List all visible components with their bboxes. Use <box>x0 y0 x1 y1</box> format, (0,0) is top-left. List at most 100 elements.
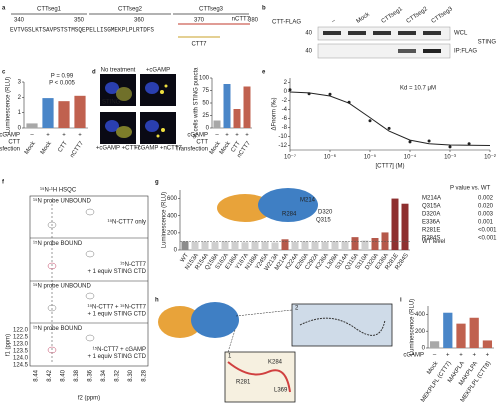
spectrum-state: ¹⁵N probe UNBOUND <box>33 198 91 205</box>
y-tick-label: 200 <box>415 329 426 335</box>
f1-tick: 123.0 <box>13 342 29 348</box>
f2-tick: 8.38 <box>74 369 80 381</box>
condition-sign: + <box>46 133 50 139</box>
x-axis-label: [CTT7] (M) <box>376 164 405 170</box>
annotation: Kd = 10.7 μM <box>400 86 436 92</box>
blot-header: CTT-FLAG <box>272 20 301 26</box>
panel-letter: i <box>400 298 402 304</box>
bar <box>261 241 269 250</box>
f2-tick: 8.30 <box>128 369 134 381</box>
f2-tick: 8.32 <box>115 369 121 381</box>
bar <box>74 95 86 128</box>
structure-h <box>158 302 393 403</box>
panel-letter: d <box>92 70 96 76</box>
condition-sign: + <box>245 133 249 139</box>
bar <box>443 312 453 348</box>
panel-letter: c <box>2 70 6 76</box>
y-tick-label: 600 <box>167 196 178 202</box>
f2-tick: 8.34 <box>101 369 107 381</box>
y-tick-label: 0 <box>206 126 210 132</box>
condition-sign: + <box>459 353 463 359</box>
bar <box>26 123 38 128</box>
annotation: P < 0.005 <box>49 81 75 87</box>
table-cell: 0.001 <box>478 220 494 226</box>
sequence: EVTVGSLKTSAVPSTSTMSQEPELLISGMEKPLPLRTDFS <box>10 27 154 34</box>
table-cell: Q315A <box>422 204 441 210</box>
bar <box>223 84 231 128</box>
bar <box>401 203 409 250</box>
protein-label: STING <box>478 40 497 46</box>
y-tick-label: -12 <box>278 143 287 149</box>
stain-label: STING <box>102 100 121 106</box>
row-label: Transfection <box>0 147 20 153</box>
f1-tick: 124.0 <box>13 356 29 362</box>
data-point <box>288 88 292 92</box>
bar <box>271 242 279 250</box>
residue-number: 360 <box>134 18 145 24</box>
structure-g <box>217 188 318 222</box>
residue-label: M214 <box>300 198 316 204</box>
y-tick-label: 3 <box>18 80 22 86</box>
lane-label: Mock <box>356 11 372 25</box>
image-label: +cGAMP +nCTT7 <box>134 146 182 152</box>
condition-sign: + <box>78 133 82 139</box>
f2-tick: 8.36 <box>88 369 94 381</box>
spectrum-sample: ¹⁵N-CTT7 <box>120 261 146 268</box>
residue-label: D320 <box>318 210 333 216</box>
row-label: CTT <box>196 140 208 146</box>
lane-label: CTTseg1 <box>381 6 405 25</box>
bar <box>456 323 466 348</box>
table-header: P value vs. WT <box>450 186 491 192</box>
bar <box>251 241 259 250</box>
condition-sign: + <box>62 133 66 139</box>
bar <box>301 241 309 250</box>
f2-label: f2 (ppm) <box>78 396 100 402</box>
table-cell: 0.020 <box>478 204 494 210</box>
y-tick-label: -2 <box>282 98 288 104</box>
x-tick-label: 10⁻⁵ <box>364 154 377 161</box>
bar <box>211 242 219 250</box>
condition-sign: + <box>446 353 450 359</box>
f2-tick: 8.40 <box>61 369 67 381</box>
data-point <box>328 92 332 96</box>
spectrum-sample: ¹⁵N-CTT7 + ¹⁵N-CTT7 <box>88 304 147 311</box>
condition-sign: – <box>30 133 34 139</box>
panel-letter: a <box>2 6 6 12</box>
y-tick-label: 400 <box>167 213 178 219</box>
condition-sign: + <box>235 133 239 139</box>
bar <box>361 240 369 250</box>
y-tick-label: 0 <box>284 89 288 95</box>
condition-sign: + <box>225 133 229 139</box>
spectrum-extra: + 1 equiv STING CTD <box>87 269 146 275</box>
bar <box>58 101 70 128</box>
condition-sign: + <box>472 353 476 359</box>
f1-tick: 122.0 <box>13 328 29 334</box>
y-axis-label: Luminescence (RLU) <box>6 77 12 133</box>
lane-label: CTTseg3 <box>431 6 455 25</box>
y-tick-label: -6 <box>282 116 288 122</box>
bar <box>243 86 251 128</box>
bar <box>231 241 239 250</box>
spectra <box>29 195 149 367</box>
condition-sign: – <box>433 353 437 359</box>
table-cell: M214A <box>422 196 441 202</box>
lane-label: – <box>331 18 338 25</box>
y-tick-label: 400 <box>415 312 426 318</box>
micrographs <box>100 74 176 144</box>
residue-label: R281 <box>236 380 251 386</box>
segment-label: CTTseg1 <box>37 7 62 13</box>
bar <box>469 317 479 348</box>
y-tick-label: -4 <box>282 107 288 113</box>
f2-tick: 8.42 <box>47 369 53 381</box>
data-point <box>387 126 391 130</box>
row-label: Transfection <box>175 147 208 153</box>
y-tick-label: 100 <box>199 76 210 82</box>
inset-label: 1 <box>228 354 232 360</box>
bar <box>213 120 221 128</box>
spectrum-sample: ¹⁵N-CTT7 + cGAMP <box>93 346 146 353</box>
f1-tick: 122.5 <box>13 335 29 341</box>
condition-sign: – <box>215 133 219 139</box>
y-tick-label: 1 <box>18 110 22 116</box>
bar <box>311 241 319 250</box>
residue-number: 380 <box>248 18 259 24</box>
